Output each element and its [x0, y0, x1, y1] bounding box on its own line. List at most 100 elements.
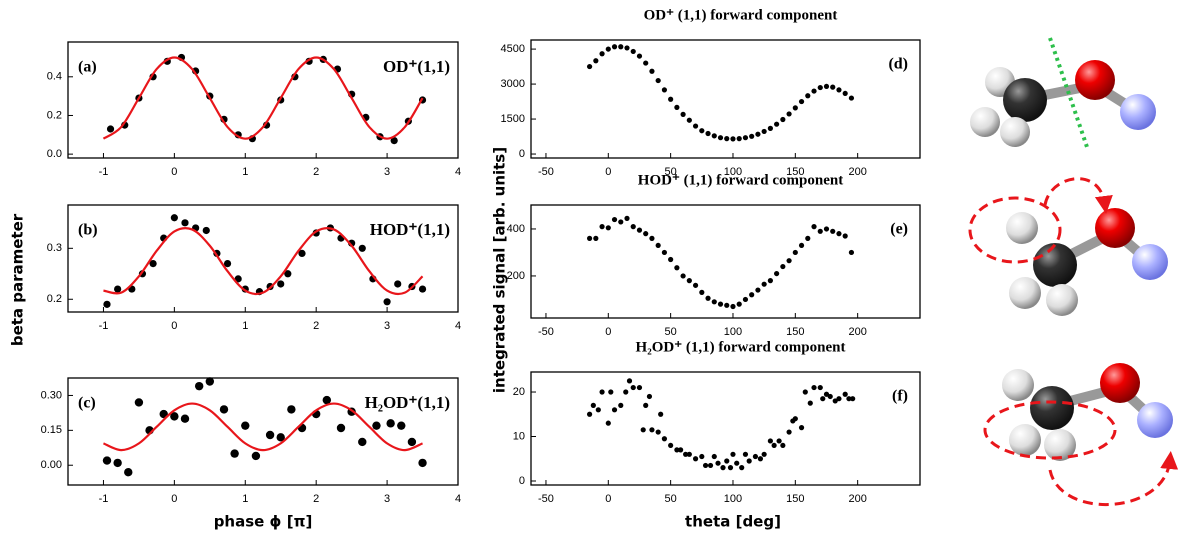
data-point [749, 292, 755, 298]
data-point [742, 135, 749, 141]
data-point [730, 303, 736, 310]
data-point [180, 414, 190, 423]
data-point [734, 460, 740, 466]
data-point [830, 228, 836, 234]
x-tick-label: 2 [313, 493, 319, 505]
panel-label: (b) [78, 222, 98, 239]
data-point [767, 438, 773, 444]
data-point [103, 300, 111, 308]
panel-label: (d) [888, 56, 908, 73]
data-point [680, 273, 686, 279]
data-point [730, 136, 736, 142]
data-point [102, 456, 112, 465]
data-point [661, 436, 668, 442]
data-point [823, 391, 830, 397]
data-point [811, 88, 817, 94]
data-point [605, 420, 611, 426]
x-tick-label: 150 [786, 326, 804, 338]
x-axis-label: theta [deg] [685, 513, 781, 531]
x-tick-label: 1 [242, 320, 248, 332]
data-point [358, 437, 367, 447]
data-point [636, 53, 643, 59]
y-tick-label: 0.4 [47, 71, 62, 83]
x-tick-label: 1 [242, 166, 248, 178]
data-point [717, 135, 724, 141]
data-point [842, 233, 848, 239]
x-tick-label: 0 [605, 166, 611, 178]
x-axis-label: phase ϕ [π] [214, 513, 313, 531]
data-point [724, 302, 730, 308]
plot-frame [67, 377, 459, 486]
data-point [767, 278, 773, 284]
x-tick-label: 0 [605, 493, 611, 505]
data-point [749, 133, 755, 139]
data-point [724, 136, 730, 142]
data-point [386, 419, 395, 428]
data-point [181, 219, 189, 227]
data-point [611, 216, 618, 223]
data-point [817, 228, 823, 234]
data-point [727, 465, 734, 471]
data-point [643, 231, 649, 237]
data-point [170, 214, 178, 222]
data-point [611, 44, 618, 50]
data-point [106, 125, 115, 133]
data-point [786, 258, 792, 264]
data-point [761, 281, 767, 287]
data-point [848, 249, 855, 256]
data-point [624, 215, 630, 221]
data-point [736, 136, 742, 142]
panel: -1 0 1 2 3 4 0.0 0.2 0.4 (a) OD⁺(1,1) [47, 41, 461, 178]
data-point [113, 458, 122, 468]
data-point [643, 402, 649, 408]
data-point [383, 298, 391, 306]
y-tick-label: 0.15 [41, 424, 62, 436]
fit-line [102, 56, 424, 140]
x-tick-label: 50 [665, 493, 677, 505]
data-point [792, 416, 798, 422]
data-point [605, 225, 611, 231]
x-tick-label: 3 [384, 493, 390, 505]
data-point [649, 235, 655, 241]
data-point [194, 381, 204, 391]
data-point [418, 285, 427, 293]
data-point [590, 402, 596, 408]
panel: -50 0 50 100 150 200 0 10 20 H₂OD⁺ (1,1) forward … [513, 339, 921, 505]
data-point [767, 125, 773, 131]
data-point [686, 451, 692, 457]
plot-frame [530, 39, 921, 159]
x-tick-label: 0 [171, 320, 177, 332]
data-point [827, 393, 833, 400]
data-point [149, 259, 157, 268]
y-tick-label: 0.2 [47, 109, 62, 121]
x-tick-label: -1 [99, 166, 109, 178]
x-tick-label: 100 [724, 493, 742, 505]
data-point [336, 423, 346, 433]
data-point [846, 396, 852, 402]
data-point [241, 421, 250, 430]
data-point [771, 442, 777, 449]
data-point [661, 249, 668, 256]
x-tick-label: 2 [313, 320, 319, 332]
molecule-2 [968, 177, 1168, 316]
data-point [802, 389, 808, 395]
data-point [836, 396, 842, 402]
x-tick-label: -1 [99, 493, 109, 505]
data-point [692, 123, 699, 129]
x-tick-label: 100 [724, 166, 742, 178]
data-point [742, 451, 749, 457]
data-point [586, 411, 593, 417]
data-point [230, 449, 239, 458]
x-tick-label: 100 [724, 326, 742, 338]
x-tick-label: -50 [538, 166, 554, 178]
y-tick-label: 20 [513, 386, 525, 398]
panel-title: HOD⁺ (1,1) forward component [638, 172, 843, 188]
data-point [624, 45, 630, 51]
data-point [715, 460, 721, 466]
data-point [219, 405, 229, 414]
x-tick-label: 4 [455, 493, 461, 505]
data-point [599, 51, 605, 57]
data-point [692, 456, 699, 462]
x-tick-label: 50 [665, 166, 677, 178]
